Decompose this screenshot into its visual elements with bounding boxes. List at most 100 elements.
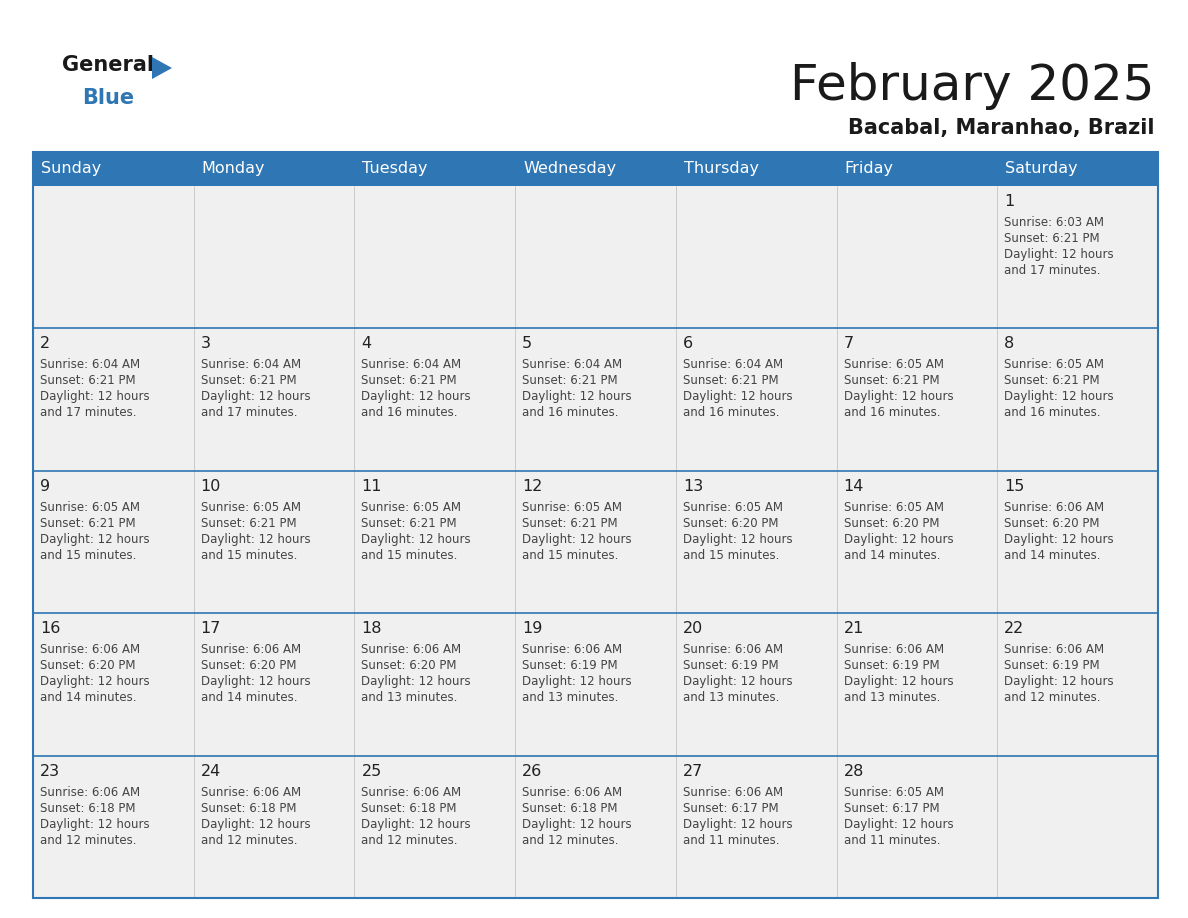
Text: and 16 minutes.: and 16 minutes.	[843, 407, 940, 420]
Text: Sunset: 6:21 PM: Sunset: 6:21 PM	[201, 375, 296, 387]
Text: Sunrise: 6:06 AM: Sunrise: 6:06 AM	[40, 786, 140, 799]
Text: Tuesday: Tuesday	[362, 162, 428, 176]
Bar	[354, 152, 516, 186]
Text: 25: 25	[361, 764, 381, 778]
Polygon shape	[152, 57, 172, 79]
Bar	[516, 471, 676, 613]
Text: Sunrise: 6:04 AM: Sunrise: 6:04 AM	[683, 358, 783, 372]
Bar	[33, 186, 194, 329]
Text: Sunset: 6:20 PM: Sunset: 6:20 PM	[201, 659, 296, 672]
Text: 21: 21	[843, 621, 864, 636]
Text: Daylight: 12 hours: Daylight: 12 hours	[523, 676, 632, 688]
Bar	[836, 471, 997, 613]
Text: Sunrise: 6:04 AM: Sunrise: 6:04 AM	[523, 358, 623, 372]
Text: 13: 13	[683, 479, 703, 494]
Text: 28: 28	[843, 764, 864, 778]
Text: Daylight: 12 hours: Daylight: 12 hours	[361, 390, 472, 403]
Text: 11: 11	[361, 479, 381, 494]
Text: Sunrise: 6:06 AM: Sunrise: 6:06 AM	[40, 644, 140, 656]
Text: Daylight: 12 hours: Daylight: 12 hours	[683, 818, 792, 831]
Text: Sunrise: 6:05 AM: Sunrise: 6:05 AM	[843, 786, 943, 799]
Text: and 15 minutes.: and 15 minutes.	[523, 549, 619, 562]
Bar	[997, 756, 1158, 898]
Bar	[997, 329, 1158, 471]
Text: and 17 minutes.: and 17 minutes.	[40, 407, 137, 420]
Text: Sunset: 6:20 PM: Sunset: 6:20 PM	[1004, 517, 1100, 530]
Text: Sunset: 6:21 PM: Sunset: 6:21 PM	[1004, 232, 1100, 245]
Text: Sunset: 6:21 PM: Sunset: 6:21 PM	[201, 517, 296, 530]
Bar	[836, 613, 997, 756]
Text: February 2025: February 2025	[790, 62, 1155, 110]
Text: 22: 22	[1004, 621, 1024, 636]
Text: Daylight: 12 hours: Daylight: 12 hours	[40, 818, 150, 831]
Text: Sunrise: 6:05 AM: Sunrise: 6:05 AM	[683, 501, 783, 514]
Bar	[836, 186, 997, 329]
Text: Sunset: 6:21 PM: Sunset: 6:21 PM	[40, 517, 135, 530]
Text: Friday: Friday	[845, 162, 893, 176]
Text: Sunrise: 6:03 AM: Sunrise: 6:03 AM	[1004, 216, 1105, 229]
Text: and 12 minutes.: and 12 minutes.	[201, 834, 297, 846]
Text: Monday: Monday	[202, 162, 265, 176]
Text: Sunrise: 6:04 AM: Sunrise: 6:04 AM	[201, 358, 301, 372]
Bar	[33, 613, 194, 756]
Text: and 11 minutes.: and 11 minutes.	[843, 834, 940, 846]
Text: 24: 24	[201, 764, 221, 778]
Text: Sunset: 6:18 PM: Sunset: 6:18 PM	[361, 801, 457, 814]
Text: Saturday: Saturday	[1005, 162, 1078, 176]
Text: Daylight: 12 hours: Daylight: 12 hours	[843, 390, 953, 403]
Text: Sunrise: 6:06 AM: Sunrise: 6:06 AM	[523, 786, 623, 799]
Text: and 14 minutes.: and 14 minutes.	[1004, 549, 1101, 562]
Text: 7: 7	[843, 336, 854, 352]
Text: Sunset: 6:19 PM: Sunset: 6:19 PM	[843, 659, 940, 672]
Bar	[997, 152, 1158, 186]
Text: 4: 4	[361, 336, 372, 352]
Text: Daylight: 12 hours: Daylight: 12 hours	[843, 818, 953, 831]
Text: and 12 minutes.: and 12 minutes.	[1004, 691, 1101, 704]
Text: Sunset: 6:21 PM: Sunset: 6:21 PM	[361, 375, 457, 387]
Text: Sunrise: 6:05 AM: Sunrise: 6:05 AM	[40, 501, 140, 514]
Text: Daylight: 12 hours: Daylight: 12 hours	[683, 532, 792, 546]
Text: and 11 minutes.: and 11 minutes.	[683, 834, 779, 846]
Text: and 16 minutes.: and 16 minutes.	[1004, 407, 1101, 420]
Text: 26: 26	[523, 764, 543, 778]
Text: 6: 6	[683, 336, 693, 352]
Text: Sunset: 6:20 PM: Sunset: 6:20 PM	[361, 659, 457, 672]
Text: Bacabal, Maranhao, Brazil: Bacabal, Maranhao, Brazil	[848, 118, 1155, 138]
Bar	[516, 613, 676, 756]
Text: Daylight: 12 hours: Daylight: 12 hours	[843, 676, 953, 688]
Text: 8: 8	[1004, 336, 1015, 352]
Bar	[194, 329, 354, 471]
Text: Daylight: 12 hours: Daylight: 12 hours	[1004, 248, 1114, 261]
Text: Sunrise: 6:06 AM: Sunrise: 6:06 AM	[683, 644, 783, 656]
Text: and 14 minutes.: and 14 minutes.	[843, 549, 940, 562]
Text: and 16 minutes.: and 16 minutes.	[683, 407, 779, 420]
Text: and 17 minutes.: and 17 minutes.	[1004, 264, 1101, 277]
Text: and 13 minutes.: and 13 minutes.	[361, 691, 457, 704]
Text: Sunrise: 6:06 AM: Sunrise: 6:06 AM	[201, 786, 301, 799]
Bar	[354, 613, 516, 756]
Bar	[354, 756, 516, 898]
Bar	[836, 756, 997, 898]
Text: 10: 10	[201, 479, 221, 494]
Text: 14: 14	[843, 479, 864, 494]
Text: Sunrise: 6:06 AM: Sunrise: 6:06 AM	[843, 644, 943, 656]
Text: Sunset: 6:19 PM: Sunset: 6:19 PM	[523, 659, 618, 672]
Text: Wednesday: Wednesday	[523, 162, 617, 176]
Bar	[354, 471, 516, 613]
Text: and 15 minutes.: and 15 minutes.	[201, 549, 297, 562]
Bar	[194, 471, 354, 613]
Bar	[676, 613, 836, 756]
Text: Blue: Blue	[82, 88, 134, 108]
Text: Daylight: 12 hours: Daylight: 12 hours	[1004, 532, 1114, 546]
Text: and 16 minutes.: and 16 minutes.	[361, 407, 457, 420]
Text: and 15 minutes.: and 15 minutes.	[361, 549, 457, 562]
Bar	[676, 186, 836, 329]
Text: Sunset: 6:18 PM: Sunset: 6:18 PM	[201, 801, 296, 814]
Bar	[194, 613, 354, 756]
Text: Sunrise: 6:06 AM: Sunrise: 6:06 AM	[361, 786, 462, 799]
Text: Sunset: 6:21 PM: Sunset: 6:21 PM	[1004, 375, 1100, 387]
Bar	[516, 756, 676, 898]
Text: Daylight: 12 hours: Daylight: 12 hours	[1004, 676, 1114, 688]
Bar	[33, 471, 194, 613]
Text: Sunday: Sunday	[42, 162, 101, 176]
